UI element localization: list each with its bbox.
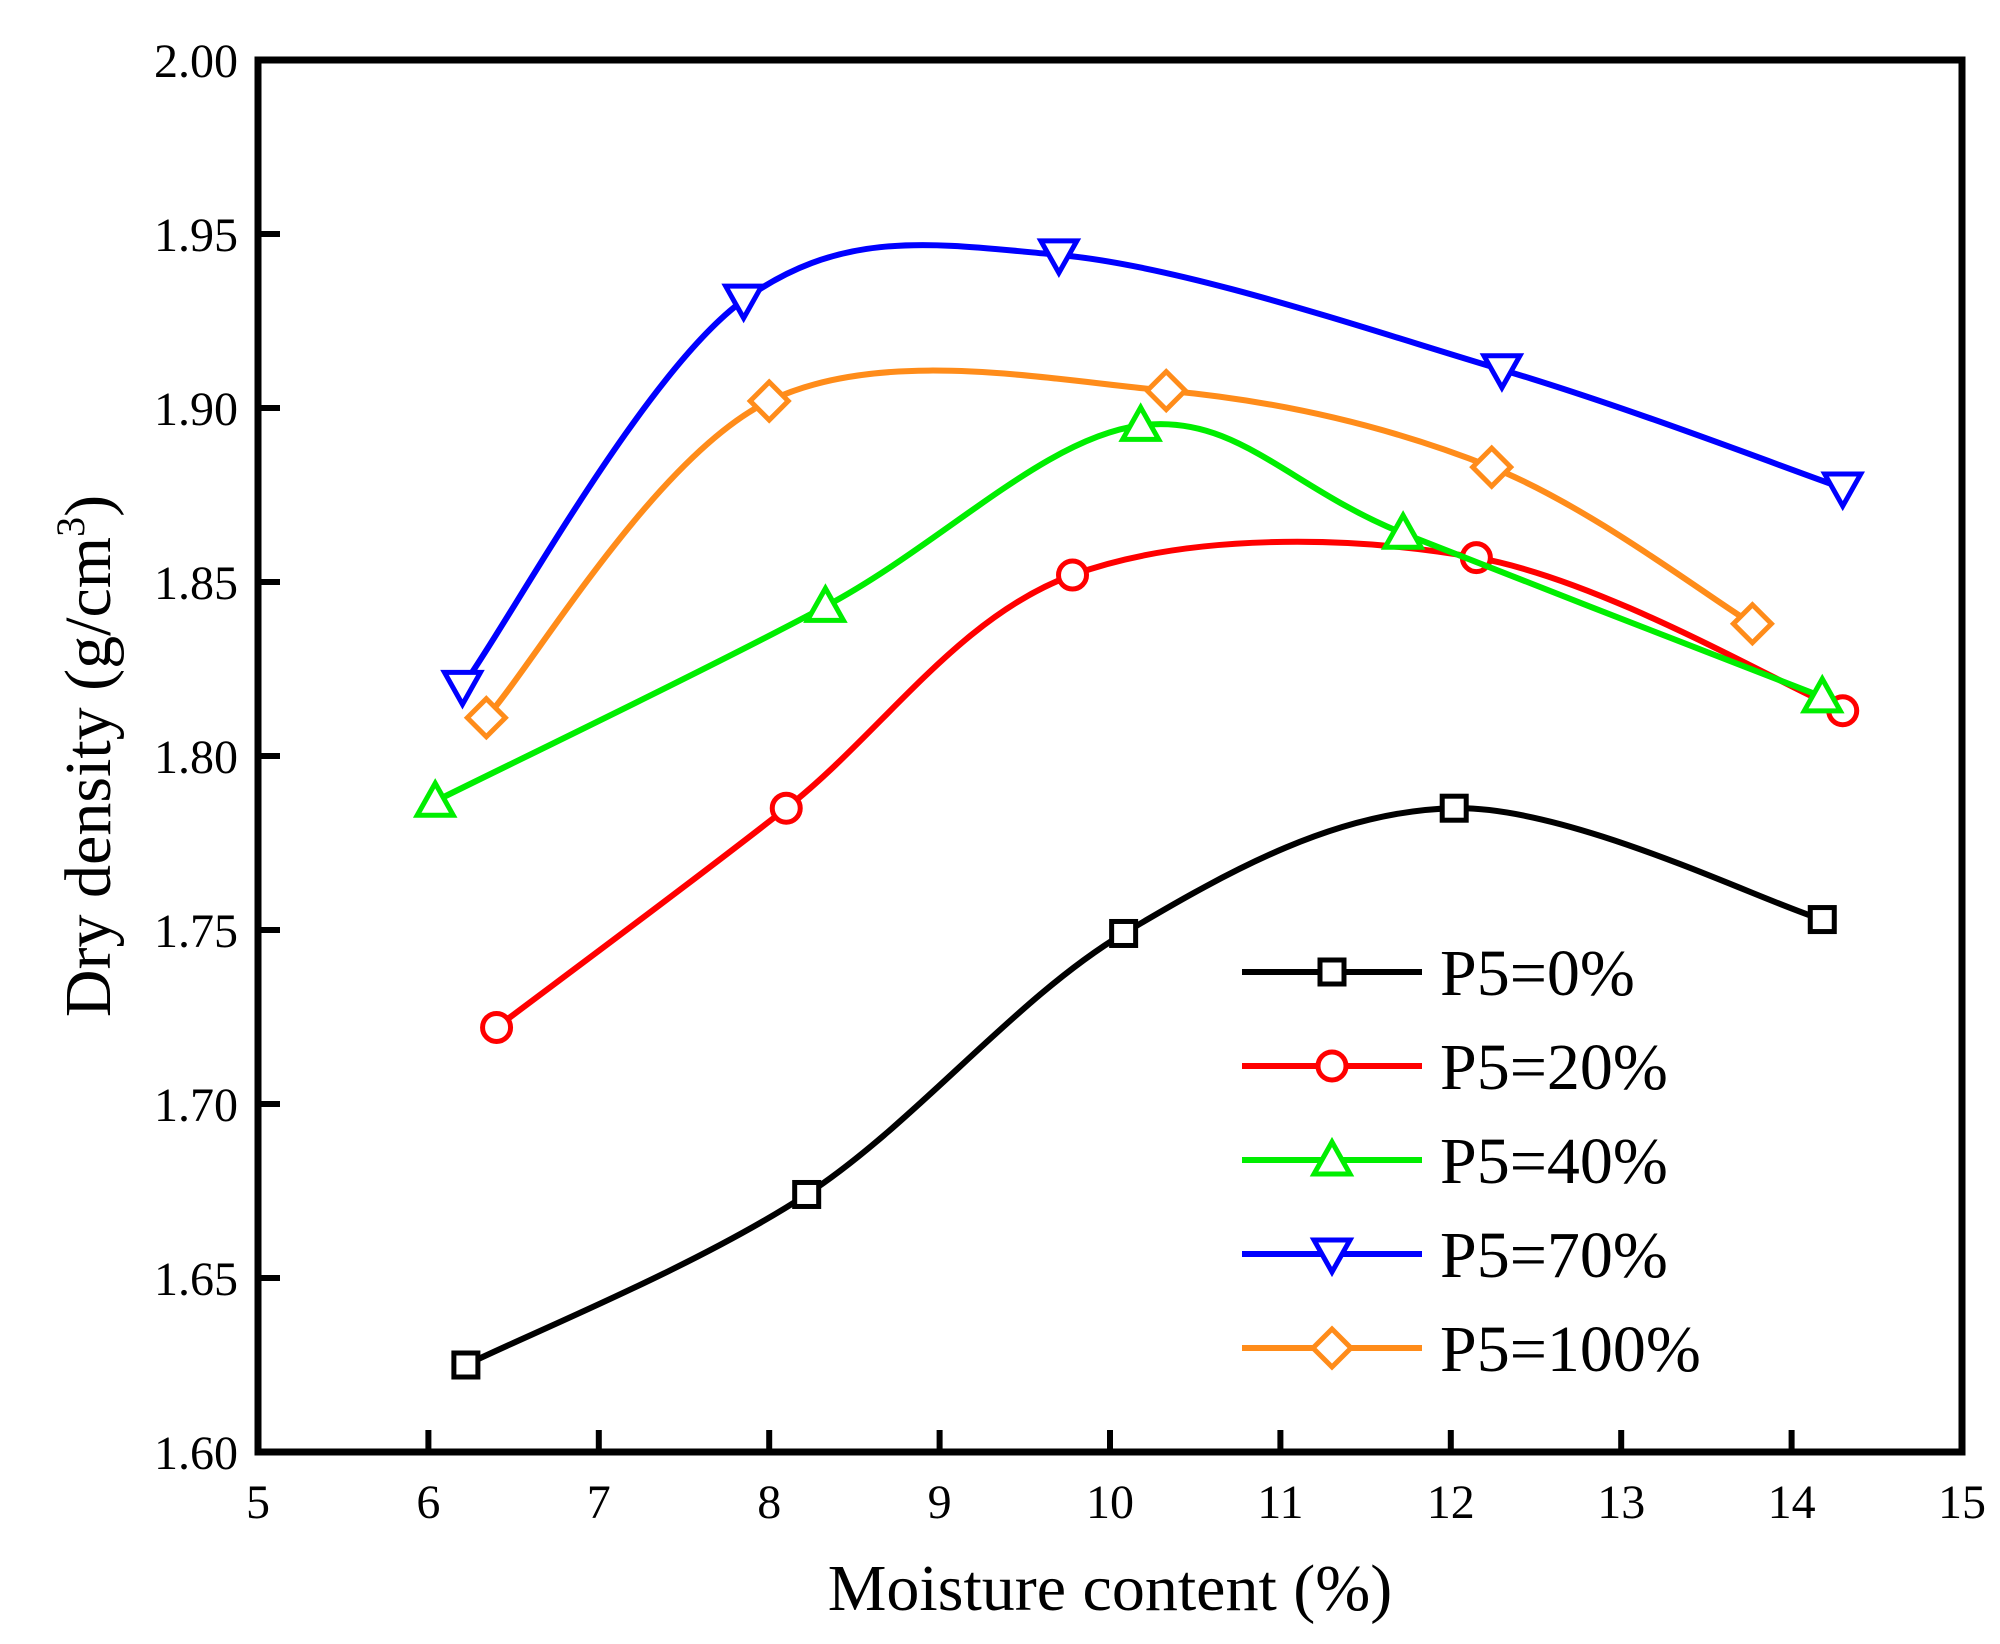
data-point (1143, 368, 1189, 414)
legend-marker (1309, 1136, 1355, 1177)
legend-item: P5=70% (1242, 1219, 1668, 1292)
data-point (1820, 471, 1865, 512)
y-axis-title: Dry density (g/cm3) (48, 495, 125, 1017)
plot-frame (254, 56, 1966, 1456)
y-axis-title-close: ) (52, 495, 125, 517)
y-tick-label: 2.00 (154, 35, 238, 88)
y-tick-label: 1.75 (154, 905, 238, 958)
y-tick-label: 1.85 (154, 557, 238, 610)
series-line (433, 421, 1824, 804)
legend-item: P5=100% (1242, 1313, 1701, 1386)
x-axis-title: Moisture content (%) (828, 1552, 1393, 1625)
series-2 (412, 402, 1845, 818)
x-tick-label: 9 (928, 1476, 952, 1529)
x-tick-label: 10 (1086, 1476, 1134, 1529)
legend-item: P5=40% (1242, 1125, 1668, 1198)
y-tick-label: 1.90 (154, 383, 238, 436)
y-tick-label: 1.95 (154, 209, 238, 262)
legend-label: P5=40% (1440, 1125, 1668, 1198)
series-0 (451, 793, 1837, 1380)
data-point (451, 1350, 481, 1380)
data-point (440, 669, 485, 710)
x-tick-label: 11 (1257, 1476, 1303, 1529)
series-1 (480, 538, 1860, 1044)
legend-marker (1309, 1237, 1355, 1278)
series-3 (440, 238, 1865, 710)
x-tick-label: 7 (587, 1476, 611, 1529)
data-point (412, 778, 458, 818)
y-tick-label: 1.65 (154, 1253, 238, 1306)
y-axis-title-superscript: 3 (48, 517, 93, 537)
series-line (460, 242, 1844, 689)
x-tick-label: 8 (757, 1476, 781, 1529)
data-point (1109, 918, 1139, 948)
legend-item: P5=20% (1242, 1031, 1668, 1104)
legend-marker (1309, 1325, 1355, 1371)
data-point (1380, 510, 1426, 550)
x-tick-label: 6 (416, 1476, 440, 1529)
legend-label: P5=70% (1440, 1219, 1668, 1292)
legend-label: P5=100% (1440, 1313, 1701, 1386)
x-tick-label: 14 (1768, 1476, 1816, 1529)
series-line (484, 367, 1754, 720)
legend-marker (1317, 957, 1347, 987)
series-line (494, 538, 1844, 1030)
data-point (1056, 558, 1090, 592)
x-tick-label: 15 (1938, 1476, 1986, 1529)
legend-marker (1315, 1049, 1349, 1083)
data-point (803, 583, 848, 623)
y-tick-label: 1.60 (154, 1427, 238, 1480)
data-point (480, 1010, 514, 1044)
legend-item: P5=0% (1242, 937, 1635, 1010)
x-tick-label: 13 (1597, 1476, 1645, 1529)
data-point (1807, 905, 1837, 935)
data-point (463, 695, 509, 741)
data-point (792, 1179, 822, 1209)
data-point (1729, 601, 1775, 647)
data-point (1479, 353, 1525, 393)
y-tick-label: 1.80 (154, 731, 238, 784)
y-tick-label: 1.70 (154, 1079, 238, 1132)
data-point (746, 378, 792, 424)
data-point (721, 283, 766, 324)
y-axis-title-main: Dry density (g/cm (52, 537, 125, 1017)
x-tick-label: 5 (246, 1476, 270, 1529)
legend-label: P5=0% (1440, 937, 1635, 1010)
data-point (769, 791, 803, 825)
legend-label: P5=20% (1440, 1031, 1668, 1104)
data-point (1036, 238, 1082, 278)
data-point (1799, 673, 1845, 714)
series-4 (463, 367, 1775, 741)
data-point (1118, 402, 1163, 442)
x-tick-label: 12 (1427, 1476, 1475, 1529)
data-point (1439, 793, 1469, 823)
data-point (1469, 444, 1515, 490)
